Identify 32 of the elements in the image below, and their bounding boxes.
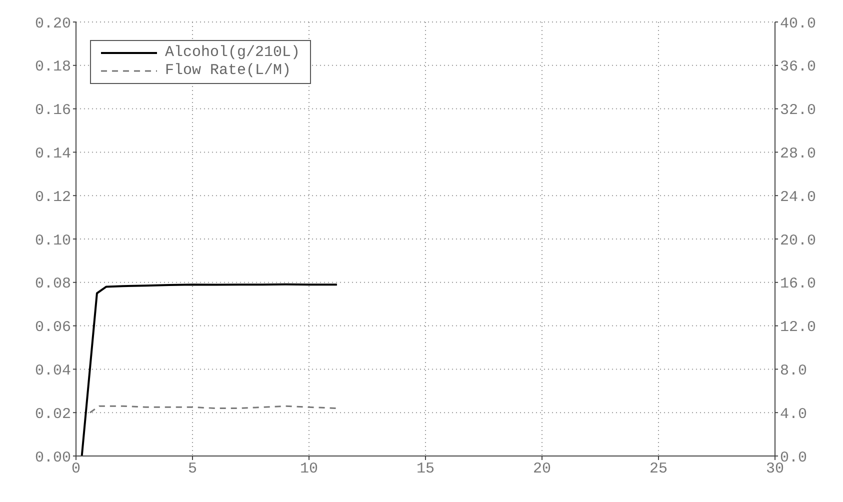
line-series (89, 405, 338, 414)
x-tick-label: 5 (188, 460, 198, 478)
legend-label: Flow Rate(L/M) (165, 62, 292, 80)
y2-tick-label: 24.0 (780, 188, 816, 206)
x-tick-label: 20 (532, 460, 552, 478)
x-tick-label: 30 (766, 460, 784, 478)
y2-tick-label: 16.0 (780, 276, 816, 293)
line-series (80, 283, 338, 456)
y2-tick-label: 12.0 (780, 319, 816, 336)
y2-tick-label: 4.0 (780, 406, 808, 423)
y-tick-label: 0.20 (34, 15, 71, 32)
y2-tick-label: 32.0 (780, 102, 816, 120)
x-tick-label: 25 (649, 460, 668, 478)
y-tick-label: 0.04 (34, 362, 71, 380)
y2-tick-label: 20.0 (780, 232, 816, 250)
y2-tick-label: 8.0 (780, 362, 808, 380)
y-tick-label: 0.00 (34, 449, 71, 466)
y-tick-label: 0.06 (34, 319, 71, 336)
x-tick-label: 15 (416, 460, 435, 478)
y-tick-label: 0.14 (34, 146, 71, 163)
y-tick-label: 0.12 (34, 188, 71, 206)
y-tick-label: 0.08 (34, 276, 71, 293)
x-tick-label: 10 (300, 460, 318, 478)
y2-tick-label: 36.0 (780, 58, 816, 76)
y2-tick-label: 40.0 (780, 15, 816, 32)
y-tick-label: 0.10 (34, 232, 71, 250)
y-tick-label: 0.16 (34, 102, 71, 120)
y-tick-label: 0.18 (34, 58, 71, 76)
y2-tick-label: 28.0 (780, 146, 816, 163)
y-tick-label: 0.02 (34, 406, 71, 423)
x-tick-label: 0 (71, 460, 81, 478)
legend-label: Alcohol(g/210L) (165, 44, 300, 62)
